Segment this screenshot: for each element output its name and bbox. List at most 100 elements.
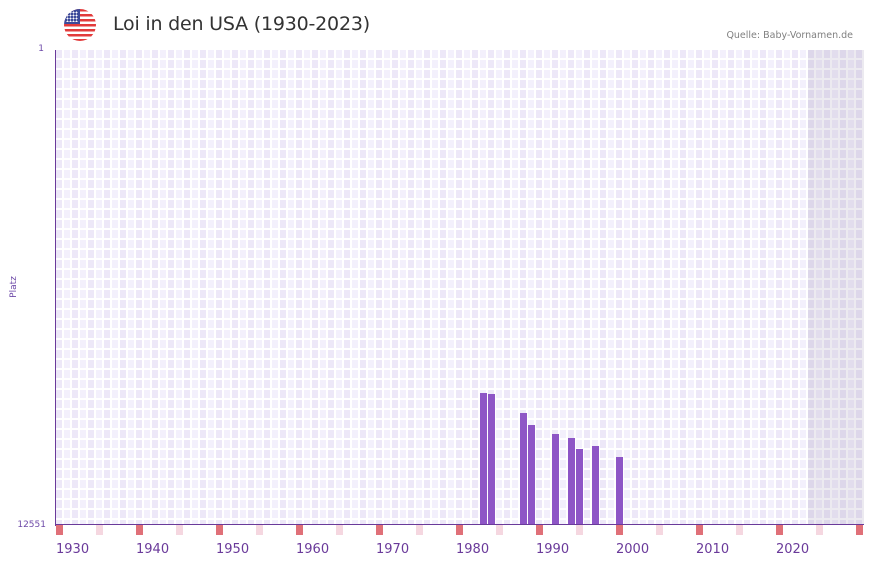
grid-column [448, 50, 454, 525]
grid-column [272, 50, 278, 525]
grid-column [424, 50, 430, 525]
grid-column [672, 50, 678, 525]
bar-1988[interactable] [520, 412, 527, 525]
grid-column [632, 50, 638, 525]
grid-column [728, 50, 734, 525]
bar-1984[interactable] [488, 394, 495, 525]
grid-column [168, 50, 174, 525]
grid-column [808, 50, 814, 525]
grid-column [376, 50, 382, 525]
half-decade-marker [96, 525, 103, 535]
grid-column [792, 50, 798, 525]
grid-column [776, 50, 782, 525]
grid-column [368, 50, 374, 525]
grid-column [560, 50, 566, 525]
grid-column [816, 50, 822, 525]
bar-1992[interactable] [552, 434, 559, 525]
grid-column [520, 50, 526, 525]
grid-column [392, 50, 398, 525]
half-decade-marker [736, 525, 743, 535]
grid-column [512, 50, 518, 525]
grid-column [64, 50, 70, 525]
grid-column [192, 50, 198, 525]
bar-1995[interactable] [576, 448, 583, 525]
grid-column [856, 50, 862, 525]
grid-column [328, 50, 334, 525]
bar-1997[interactable] [592, 445, 599, 525]
grid-column [744, 50, 750, 525]
grid-column [760, 50, 766, 525]
x-tick-label: 1970 [376, 542, 410, 557]
grid-column [432, 50, 438, 525]
grid-column [656, 50, 662, 525]
x-axis-line [55, 524, 864, 525]
grid-column [592, 50, 598, 525]
grid-column [736, 50, 742, 525]
grid-column [576, 50, 582, 525]
plot-area [56, 50, 864, 525]
bar-1989[interactable] [528, 425, 535, 525]
grid-column [248, 50, 254, 525]
bar-1983[interactable] [480, 392, 487, 525]
grid-column [128, 50, 134, 525]
grid-column [456, 50, 462, 525]
grid-column [320, 50, 326, 525]
decade-marker [376, 525, 383, 535]
grid-column [56, 50, 62, 525]
grid-column [768, 50, 774, 525]
grid-column [784, 50, 790, 525]
grid-column [208, 50, 214, 525]
grid-column [696, 50, 702, 525]
grid-column [104, 50, 110, 525]
grid-column [96, 50, 102, 525]
grid-column [688, 50, 694, 525]
decade-marker [56, 525, 63, 535]
grid-column [824, 50, 830, 525]
grid-column [312, 50, 318, 525]
grid-column [288, 50, 294, 525]
grid-column [544, 50, 550, 525]
grid-column [800, 50, 806, 525]
grid-column [400, 50, 406, 525]
x-tick-label: 1940 [136, 542, 170, 557]
grid-column [352, 50, 358, 525]
bar-1994[interactable] [568, 437, 575, 525]
grid-column [200, 50, 206, 525]
grid-column [144, 50, 150, 525]
grid-column [136, 50, 142, 525]
grid-column [664, 50, 670, 525]
grid-column [568, 50, 574, 525]
y-axis-title: Platz [9, 276, 19, 298]
x-tick-label: 1950 [216, 542, 250, 557]
grid-column [712, 50, 718, 525]
grid-column [216, 50, 222, 525]
grid-column [240, 50, 246, 525]
source-credit: Quelle: Baby-Vornamen.de [726, 30, 853, 41]
x-tick-label: 1930 [56, 542, 90, 557]
grid-column [608, 50, 614, 525]
half-decade-marker [816, 525, 823, 535]
grid-column [536, 50, 542, 525]
grid-column [840, 50, 846, 525]
grid-column [472, 50, 478, 525]
bar-2000[interactable] [616, 456, 623, 525]
half-decade-marker [576, 525, 583, 535]
grid-column [232, 50, 238, 525]
grid-column [264, 50, 270, 525]
grid-column [648, 50, 654, 525]
us-flag-icon [64, 9, 96, 41]
decade-marker [456, 525, 463, 535]
grid-column [304, 50, 310, 525]
grid-column [360, 50, 366, 525]
grid-column [752, 50, 758, 525]
grid-column [184, 50, 190, 525]
x-tick-label: 2020 [776, 542, 810, 557]
grid-column [528, 50, 534, 525]
x-tick-label: 1980 [456, 542, 490, 557]
grid-column [384, 50, 390, 525]
chart-title: Loi in den USA (1930-2023) [113, 13, 370, 35]
grid-column [464, 50, 470, 525]
grid-column [616, 50, 622, 525]
decade-marker [296, 525, 303, 535]
grid-column [160, 50, 166, 525]
